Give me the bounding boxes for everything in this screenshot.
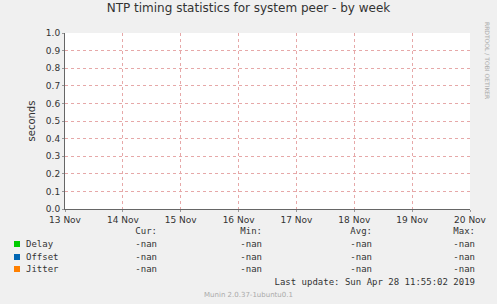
svg-text:0.9: 0.9	[46, 46, 61, 56]
svg-text:NTP timing statistics for syst: NTP timing statistics for system peer - …	[107, 1, 391, 15]
html-text:-nan: -nan	[135, 264, 157, 274]
svg-text:17 Nov: 17 Nov	[280, 215, 313, 225]
html-text:-nan: -nan	[135, 251, 157, 262]
html-text:-nan: -nan	[453, 264, 475, 274]
html-text:Min:: Min:	[240, 226, 262, 236]
html-text:RRDTOOL / TOBI OETIKER: RRDTOOL / TOBI OETIKER	[484, 22, 491, 100]
html-text:-nan: -nan	[240, 264, 262, 274]
svg-text:0.8: 0.8	[46, 63, 61, 73]
html-text:Munin 2.0.37-1ubuntu0.1: Munin 2.0.37-1ubuntu0.1	[204, 291, 293, 299]
svg-text:0.5: 0.5	[46, 116, 60, 126]
html-text:-nan: -nan	[135, 239, 157, 249]
svg-text:19 Nov: 19 Nov	[396, 215, 429, 225]
svg-text:seconds: seconds	[26, 101, 37, 142]
html-text:-nan: -nan	[350, 264, 372, 274]
html-text:-nan: -nan	[350, 251, 372, 262]
svg-text:0.2: 0.2	[46, 169, 60, 179]
html-text:Cur:: Cur:	[135, 226, 157, 236]
svg-text:0.0: 0.0	[46, 204, 61, 214]
svg-text:15 Nov: 15 Nov	[165, 215, 198, 225]
svg-text:18 Nov: 18 Nov	[338, 215, 371, 225]
svg-text:1.0: 1.0	[46, 28, 61, 38]
svg-text:16 Nov: 16 Nov	[223, 215, 256, 225]
svg-text:0.6: 0.6	[46, 99, 61, 109]
html-text:Jitter: Jitter	[26, 264, 59, 274]
html-text:Delay: Delay	[26, 239, 54, 249]
html-text:-nan: -nan	[453, 239, 475, 249]
svg-text:0.7: 0.7	[46, 81, 60, 91]
svg-text:0.4: 0.4	[46, 134, 61, 144]
html-text:-nan: -nan	[453, 251, 475, 262]
html-text:-nan: -nan	[240, 239, 262, 249]
svg-text:20 Nov: 20 Nov	[454, 215, 487, 225]
html-text:-nan: -nan	[350, 239, 372, 249]
html-text:Max:: Max:	[453, 226, 475, 236]
svg-text:0.1: 0.1	[46, 187, 60, 197]
svg-text:0.3: 0.3	[46, 151, 60, 161]
html-text:Avg:: Avg:	[350, 226, 372, 236]
html-text:Offset: Offset	[26, 251, 59, 262]
html-text:Last update: Sun Apr 28 11:55:: Last update: Sun Apr 28 11:55:02 2019	[274, 277, 475, 287]
svg-text:13 Nov: 13 Nov	[49, 215, 82, 225]
html-text:-nan: -nan	[240, 251, 262, 262]
svg-text:14 Nov: 14 Nov	[107, 215, 140, 225]
